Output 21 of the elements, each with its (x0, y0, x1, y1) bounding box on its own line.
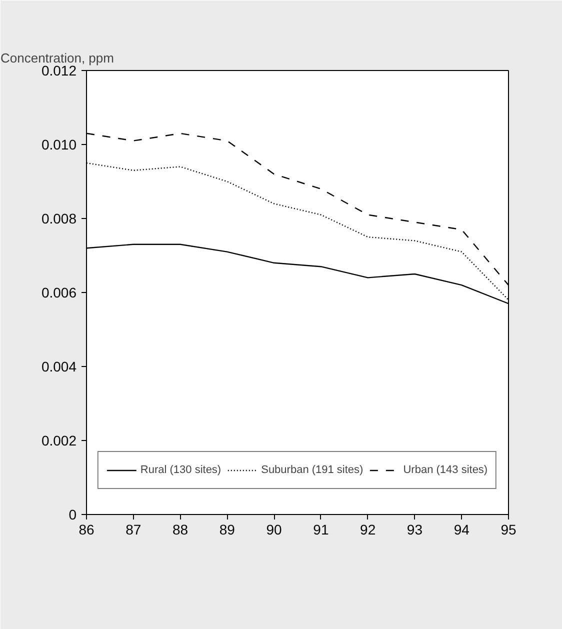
x-tick-label: 90 (266, 522, 282, 538)
y-tick-label: 0.002 (41, 432, 77, 448)
x-tick-label: 93 (406, 522, 423, 538)
x-tick-label: 86 (78, 522, 94, 538)
y-tick-label: 0.010 (41, 136, 77, 152)
y-tick-label: 0 (68, 506, 77, 522)
y-tick-label: 0.004 (41, 358, 77, 374)
x-tick-label: 95 (500, 522, 516, 538)
x-tick-label: 89 (219, 522, 236, 538)
legend-label: Urban (143 sites) (403, 464, 488, 476)
legend-label: Rural (130 sites) (140, 464, 222, 476)
legend-label: Suburban (191 sites) (261, 464, 364, 476)
y-tick-label: 0.012 (41, 62, 77, 78)
x-tick-label: 92 (360, 522, 376, 538)
x-tick-label: 88 (172, 522, 188, 538)
x-tick-label: 91 (313, 522, 329, 538)
y-tick-label: 0.006 (41, 284, 77, 300)
y-tick-label: 0.008 (41, 210, 77, 226)
x-tick-label: 94 (454, 522, 470, 538)
x-tick-label: 87 (126, 522, 142, 538)
y-axis-title: Concentration, ppm (0, 50, 114, 66)
